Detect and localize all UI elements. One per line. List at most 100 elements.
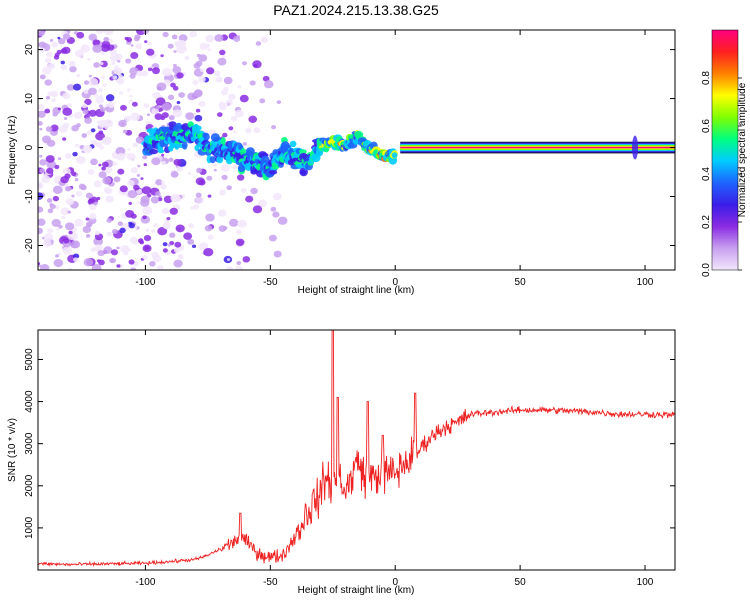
- spectrogram-cell: [38, 104, 45, 111]
- spectrogram-cell: [150, 229, 156, 233]
- spectrogram-cell: [55, 205, 60, 210]
- spectrogram-cell: [170, 193, 181, 203]
- spectrogram-cell: [141, 186, 152, 195]
- spectrogram-cell: [271, 124, 277, 130]
- spectrogram-band: [400, 146, 675, 149]
- spectrogram-cell: [133, 184, 140, 191]
- spectrogram-cell: [156, 82, 167, 91]
- spectrogram-cell: [50, 90, 59, 97]
- spectrogram-cell: [51, 98, 56, 103]
- y-tick-label: 2000: [24, 474, 35, 497]
- spectrogram-cell: [130, 44, 134, 47]
- spectrogram-cell: [44, 79, 52, 86]
- spectrogram-cell: [66, 84, 75, 91]
- spectrogram-cell: [45, 155, 55, 163]
- spectrogram-cell: [170, 82, 176, 88]
- spectrogram-ridge: [141, 121, 675, 181]
- spectrogram-cell: [176, 165, 184, 172]
- spectrogram-cell: [194, 196, 205, 204]
- spectrogram-cell: [39, 263, 50, 270]
- spectrogram-cell: [173, 50, 177, 53]
- spectrogram-cell: [169, 241, 175, 246]
- y-tick-label: 1000: [24, 516, 35, 539]
- spectrogram-cell: [94, 244, 103, 252]
- spectrogram-cell: [137, 164, 141, 168]
- spectrogram-cell: [68, 60, 76, 67]
- spectrogram-cell: [160, 116, 165, 121]
- spectrogram-cell: [45, 51, 53, 58]
- spectrogram-cell: [130, 167, 139, 174]
- spectrogram-cell: [116, 78, 125, 85]
- spectrogram-cell: [116, 152, 126, 161]
- spectrogram-cell: [245, 127, 252, 134]
- spectrogram-cell: [272, 211, 280, 218]
- spectrogram-cell: [145, 228, 150, 232]
- spectrogram-cell: [195, 108, 201, 113]
- spectrogram-cell: [85, 234, 91, 238]
- x-tick-label: 100: [637, 577, 654, 588]
- spectrogram-cell: [72, 83, 82, 91]
- spectrogram-cell: [106, 231, 113, 237]
- spectrogram-cell: [41, 175, 51, 184]
- spectrogram-cell: [43, 233, 54, 242]
- spectrogram-cell: [87, 57, 91, 61]
- spectrogram-cell: [178, 92, 186, 98]
- spectrogram-cell: [162, 222, 171, 230]
- spectrogram-cell: [268, 170, 278, 175]
- spectrogram-cell: [94, 230, 101, 236]
- spectrogram-cell: [56, 227, 60, 231]
- spectrogram-cell: [135, 43, 143, 50]
- spectrogram-cell: [136, 70, 144, 77]
- snr-x-label: Height of straight line (km): [298, 585, 415, 596]
- spectrogram-cell: [204, 225, 213, 232]
- spectrogram-cell: [147, 67, 153, 72]
- spectrogram-cell: [223, 76, 233, 85]
- spectrogram-cell: [232, 164, 238, 169]
- x-tick-label: -50: [263, 277, 278, 288]
- spectrogram-cell: [198, 76, 206, 83]
- spectrogram-cell: [170, 171, 179, 178]
- spectrogram-cell: [100, 75, 106, 80]
- spectrogram-cell: [89, 213, 97, 220]
- spectrogram-cell: [172, 66, 182, 74]
- spectrogram-cell: [161, 153, 165, 157]
- spectrogram-cell: [391, 152, 398, 159]
- spectrogram-cell: [90, 139, 98, 146]
- spectrogram-cell: [234, 265, 243, 270]
- spectrogram-cell: [162, 248, 168, 253]
- spectrogram-cell: [129, 99, 133, 103]
- spectrogram-cell: [38, 41, 47, 49]
- spectrogram-cell: [101, 166, 106, 171]
- spectrogram-cell: [168, 157, 174, 162]
- spectrogram-cell: [60, 207, 70, 216]
- spectrogram-cell: [107, 102, 115, 108]
- spectrogram-cell: [245, 147, 255, 155]
- spectrogram-cell: [125, 210, 135, 218]
- spectrogram-cell: [102, 161, 109, 168]
- spectrogram-cell: [181, 141, 188, 150]
- spectrogram-cell: [172, 109, 183, 118]
- spectrogram-cell: [228, 126, 234, 131]
- spectrogram-cell: [270, 206, 277, 212]
- spectrogram-cell: [93, 62, 100, 68]
- spectrogram-cell: [39, 74, 46, 80]
- spectrogram-cell: [75, 155, 86, 165]
- colorbar-tick-label: 0.8: [701, 71, 712, 85]
- spectrogram-cell: [128, 259, 135, 265]
- spectrogram-cell: [250, 187, 258, 195]
- spectrogram-cell: [75, 190, 83, 197]
- spectrogram-cell: [189, 30, 197, 38]
- spectrogram-cell: [213, 70, 221, 77]
- spectrogram-cell: [47, 228, 53, 234]
- spectrogram-cell: [142, 254, 148, 260]
- spectrogram-cell: [242, 256, 251, 263]
- y-tick-label: 0: [24, 144, 35, 150]
- spectrogram-cell: [131, 101, 138, 107]
- spectrogram-cell: [237, 219, 247, 228]
- spectrogram-cell: [200, 68, 205, 72]
- spectrogram-cell: [119, 227, 126, 234]
- spectrogram-cell: [235, 229, 242, 235]
- spectrogram-cell: [55, 254, 59, 258]
- spectrogram-cell: [106, 44, 115, 51]
- spectrogram-cell: [82, 225, 92, 234]
